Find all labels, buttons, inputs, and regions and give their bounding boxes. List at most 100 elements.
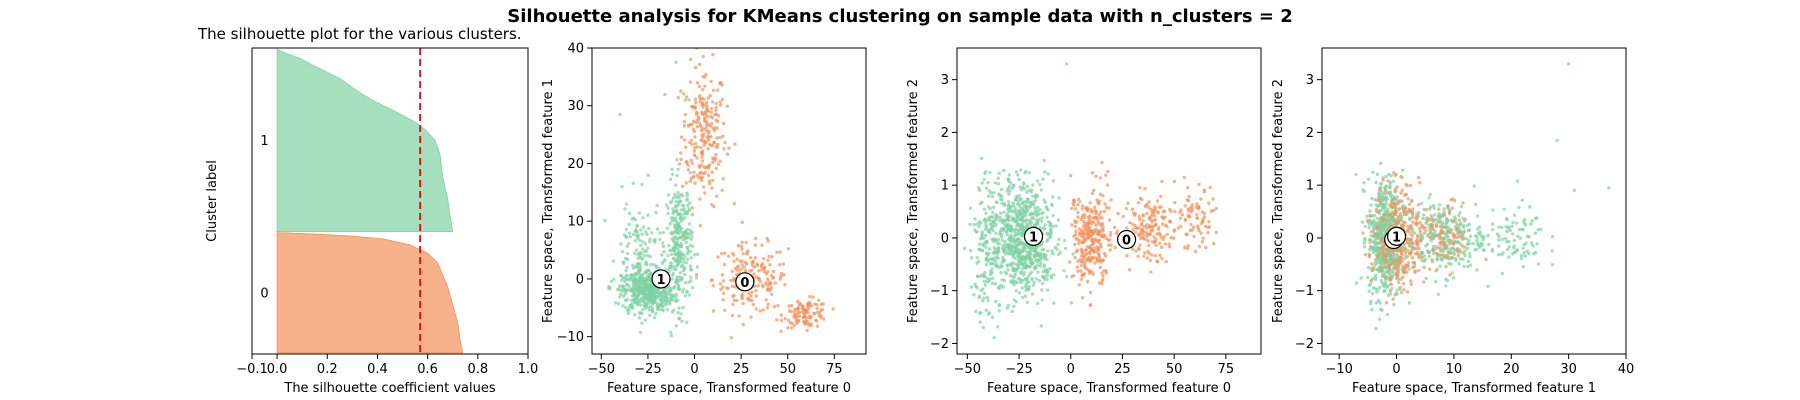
data-point-cluster-1 bbox=[1387, 172, 1391, 176]
y-axis-label: Feature space, Transformed feature 1 bbox=[541, 79, 556, 323]
y-tick-label: 2 bbox=[1306, 126, 1314, 141]
data-point-cluster-0 bbox=[1138, 196, 1143, 200]
data-point-cluster-1 bbox=[988, 218, 992, 222]
data-point-cluster-0 bbox=[1430, 223, 1435, 227]
data-point-cluster-1 bbox=[1512, 213, 1517, 217]
data-point-cluster-1 bbox=[685, 232, 689, 236]
x-tick-label: 30 bbox=[1560, 362, 1577, 377]
data-point-cluster-0 bbox=[690, 105, 694, 109]
data-point-cluster-1 bbox=[686, 203, 690, 208]
data-point-cluster-0 bbox=[803, 322, 807, 326]
data-point-cluster-1 bbox=[623, 207, 627, 211]
data-point-cluster-1 bbox=[1373, 261, 1377, 265]
data-point-cluster-0 bbox=[1082, 272, 1087, 276]
data-point-cluster-0 bbox=[1094, 211, 1098, 216]
data-point-cluster-1 bbox=[1014, 227, 1018, 232]
data-point-cluster-1 bbox=[1475, 247, 1479, 251]
data-point-cluster-1 bbox=[1046, 208, 1050, 212]
y-tick-label: 0 bbox=[1306, 231, 1314, 246]
data-point-cluster-0 bbox=[764, 298, 768, 302]
data-point-cluster-1 bbox=[1007, 206, 1011, 210]
data-point-cluster-1 bbox=[676, 212, 680, 217]
data-point-cluster-0 bbox=[783, 316, 787, 321]
x-axis-label: Feature space, Transformed feature 0 bbox=[987, 381, 1231, 396]
data-point-cluster-1 bbox=[625, 273, 629, 278]
data-point-cluster-1 bbox=[1006, 268, 1010, 272]
data-point-cluster-1 bbox=[1026, 288, 1030, 292]
data-point-cluster-0 bbox=[1172, 179, 1177, 184]
data-point-cluster-0 bbox=[1393, 259, 1397, 263]
data-point-cluster-1 bbox=[1016, 222, 1020, 226]
data-point-cluster-1 bbox=[638, 291, 642, 296]
data-point-cluster-0 bbox=[716, 142, 720, 147]
data-point-cluster-0 bbox=[1158, 233, 1163, 237]
data-point-cluster-1 bbox=[995, 200, 999, 204]
data-point-cluster-1 bbox=[670, 172, 675, 176]
data-point-cluster-1 bbox=[607, 284, 611, 289]
data-point-cluster-1 bbox=[689, 279, 693, 283]
data-point-cluster-1 bbox=[664, 267, 668, 272]
data-point-cluster-0 bbox=[1112, 225, 1117, 230]
data-point-cluster-1 bbox=[997, 286, 1001, 291]
data-point-cluster-0 bbox=[736, 264, 740, 269]
data-point-cluster-0 bbox=[741, 292, 745, 296]
data-point-cluster-0 bbox=[778, 263, 782, 267]
data-point-cluster-1 bbox=[1005, 214, 1009, 218]
data-point-cluster-0 bbox=[762, 266, 766, 270]
data-point-cluster-0 bbox=[772, 304, 777, 309]
data-point-cluster-1 bbox=[1046, 269, 1050, 274]
data-point-cluster-1 bbox=[1000, 238, 1004, 243]
data-point-cluster-1 bbox=[671, 230, 675, 234]
data-point-cluster-0 bbox=[807, 307, 811, 311]
data-point-cluster-0 bbox=[1411, 265, 1415, 270]
data-point-cluster-1 bbox=[662, 250, 666, 254]
data-point-cluster-0 bbox=[720, 188, 724, 192]
data-point-cluster-0 bbox=[1452, 233, 1456, 237]
data-point-cluster-1 bbox=[1421, 213, 1426, 217]
data-point-cluster-1 bbox=[685, 320, 689, 324]
data-point-cluster-0 bbox=[693, 97, 698, 101]
data-point-cluster-0 bbox=[1116, 211, 1120, 216]
data-point-cluster-1 bbox=[1523, 223, 1528, 227]
data-point-cluster-1 bbox=[1377, 232, 1382, 236]
data-point-cluster-1 bbox=[980, 249, 984, 253]
data-point-cluster-0 bbox=[1153, 205, 1157, 209]
data-point-cluster-1 bbox=[1439, 257, 1443, 261]
data-point-cluster-1 bbox=[1490, 247, 1495, 252]
data-point-cluster-1 bbox=[1028, 200, 1032, 205]
x-tick-label: 0 bbox=[1067, 362, 1075, 377]
data-point-cluster-1 bbox=[1021, 273, 1026, 277]
data-point-cluster-0 bbox=[1136, 246, 1141, 251]
data-point-cluster-1 bbox=[612, 277, 616, 281]
data-point-cluster-0 bbox=[1404, 250, 1408, 255]
data-point-cluster-1 bbox=[680, 263, 684, 267]
data-point-cluster-1 bbox=[1051, 179, 1056, 183]
data-point-cluster-1 bbox=[645, 302, 649, 306]
data-point-cluster-1 bbox=[661, 230, 665, 235]
data-point-cluster-1 bbox=[1354, 281, 1359, 285]
data-point-cluster-0 bbox=[689, 138, 693, 143]
data-point-cluster-0 bbox=[716, 88, 720, 92]
data-point-cluster-1 bbox=[633, 313, 637, 317]
data-point-cluster-1 bbox=[1444, 232, 1449, 236]
data-point-cluster-0 bbox=[1160, 245, 1164, 249]
data-point-cluster-1 bbox=[690, 285, 695, 290]
data-point-cluster-1 bbox=[1000, 278, 1004, 282]
data-point-cluster-0 bbox=[818, 314, 823, 318]
data-point-cluster-0 bbox=[720, 97, 725, 102]
data-point-cluster-0 bbox=[1185, 198, 1190, 202]
data-point-cluster-0 bbox=[806, 304, 810, 309]
data-point-cluster-1 bbox=[997, 309, 1001, 313]
data-point-cluster-0 bbox=[775, 318, 779, 322]
data-point-cluster-0 bbox=[1088, 201, 1092, 205]
data-point-cluster-1 bbox=[1384, 184, 1388, 188]
data-point-cluster-1 bbox=[1458, 257, 1462, 261]
data-point-cluster-0 bbox=[1147, 225, 1152, 229]
data-point-cluster-0 bbox=[760, 243, 764, 247]
data-point-cluster-0 bbox=[1108, 230, 1113, 235]
data-point-cluster-0 bbox=[1108, 233, 1113, 237]
data-point-cluster-1 bbox=[672, 257, 676, 261]
data-point-cluster-1 bbox=[989, 262, 993, 266]
data-point-cluster-0 bbox=[790, 303, 794, 308]
